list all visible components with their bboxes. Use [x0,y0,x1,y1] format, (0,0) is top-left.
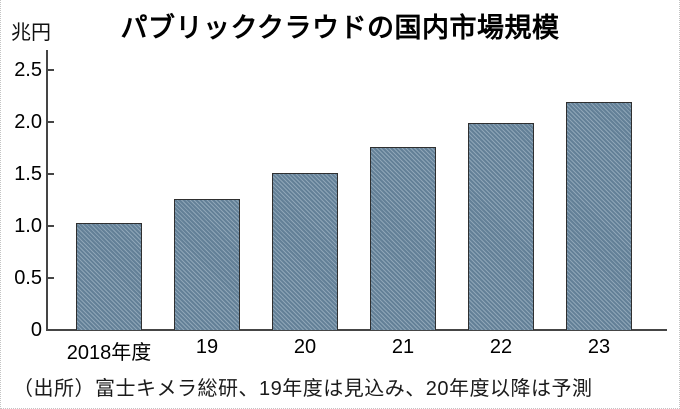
y-axis-unit-label: 兆円 [11,22,51,44]
chart-bar-2018年度 [76,223,142,330]
x-axis-tick-label: 23 [587,336,611,358]
y-axis-tick-label: 0 [30,319,42,341]
x-axis-tick-label: 19 [195,336,219,358]
y-axis-tick-label: 0.5 [14,267,42,289]
y-axis-tick [48,121,54,123]
chart-title: パブリッククラウドの国内市場規模 [120,13,560,43]
y-axis-tick [48,225,54,227]
x-axis-tick-label: 20 [293,336,317,358]
y-axis-line [46,50,48,330]
y-axis-tick [48,69,54,71]
y-axis-tick [48,173,54,175]
chart-bar-23 [566,102,632,330]
y-axis-tick-label: 1.0 [14,215,42,237]
x-axis-tick-label: 21 [391,336,415,358]
y-axis-tick-label: 2.0 [14,111,42,133]
source-note: （出所）富士キメラ総研、19年度は見込み、20年度以降は予測 [13,378,593,400]
chart-bar-21 [370,147,436,330]
chart-bar-20 [272,173,338,330]
y-axis-tick-label: 2.5 [14,59,42,81]
y-axis-tick-label: 1.5 [14,163,42,185]
y-axis-tick [48,277,54,279]
chart-bar-22 [468,123,534,330]
x-axis-tick-label: 22 [489,336,513,358]
chart-bar-19 [174,199,240,330]
x-axis-tick-label: 2018年度 [66,342,152,364]
x-axis-line [46,329,667,331]
